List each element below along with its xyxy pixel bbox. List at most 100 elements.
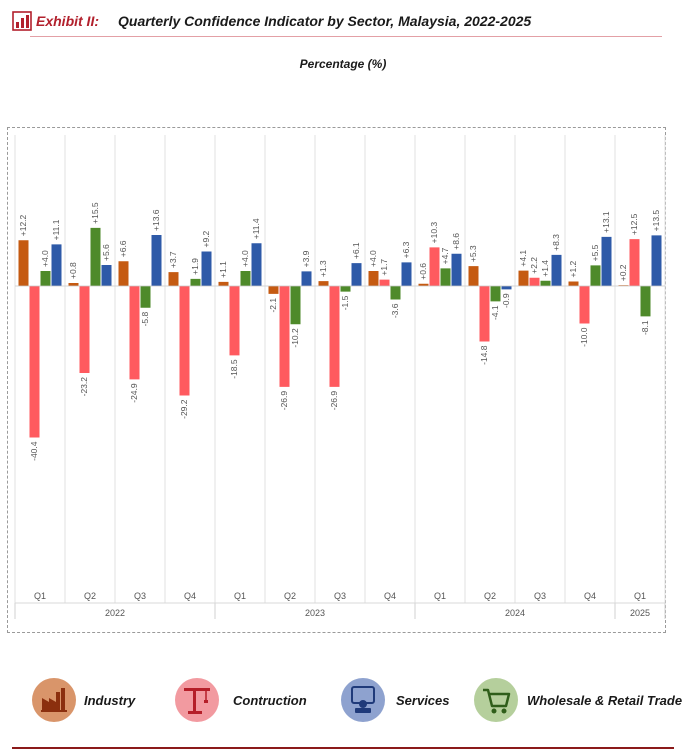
bar-series-4-q13 <box>651 235 662 286</box>
category-tick-label: Q1 <box>634 591 646 601</box>
data-label: -8.1 <box>640 320 650 335</box>
data-label: -10.0 <box>579 327 589 347</box>
data-label: +12.2 <box>18 214 28 236</box>
bar-series-3-q4 <box>190 278 201 286</box>
data-label: +3.9 <box>301 250 311 267</box>
bar-series-3-q11 <box>540 280 551 286</box>
legend-item-construction: Contruction <box>175 678 315 724</box>
data-label: -26.9 <box>279 391 289 411</box>
data-label: -10.2 <box>290 328 300 348</box>
bar-series-4-q10 <box>501 286 512 290</box>
data-label: +11.4 <box>251 218 261 239</box>
bar-series-3-q3 <box>140 286 151 308</box>
bar-series-3-q13 <box>640 286 651 317</box>
bar-series-4-q3 <box>151 235 162 286</box>
bar-series-3-q12 <box>590 265 601 286</box>
data-label: +13.5 <box>651 210 661 232</box>
bar-series-2-q4 <box>179 286 190 396</box>
bar-series-2-q2 <box>79 286 90 373</box>
data-label: -26.9 <box>329 391 339 411</box>
category-tick-label: Q1 <box>434 591 446 601</box>
category-tick-label: Q3 <box>334 591 346 601</box>
year-label: 2024 <box>505 608 525 618</box>
data-label: +5.3 <box>468 245 478 262</box>
data-label: +4.1 <box>518 250 528 267</box>
legend-item-wholesale-retail: Wholesale & Retail Trade <box>474 678 682 724</box>
data-label: +1.7 <box>379 259 389 276</box>
data-label: +0.8 <box>68 262 78 279</box>
legend-label-services: Services <box>396 693 450 708</box>
category-tick-label: Q2 <box>84 591 96 601</box>
year-label: 2025 <box>630 608 650 618</box>
bar-series-2-q1 <box>29 286 40 438</box>
bar-series-3-q8 <box>390 286 401 300</box>
legend-swatch-wholesale-retail <box>474 678 518 722</box>
legend-label-industry: Industry <box>84 693 136 708</box>
bar-series-1-q3 <box>118 261 129 286</box>
bar-series-1-q5 <box>218 281 229 286</box>
bar-series-4-q8 <box>401 262 412 286</box>
bar-series-4-q4 <box>201 251 212 286</box>
category-tick-label: Q4 <box>384 591 396 601</box>
bar-series-2-q9 <box>429 247 440 286</box>
bar-series-2-q12 <box>579 286 590 324</box>
category-tick-label: Q1 <box>34 591 46 601</box>
bar-series-3-q5 <box>240 271 251 286</box>
category-tick-label: Q3 <box>134 591 146 601</box>
legend-swatch-construction <box>175 678 219 722</box>
data-label: -40.4 <box>29 441 39 461</box>
category-tick-label: Q1 <box>234 591 246 601</box>
data-label: +4.7 <box>440 247 450 264</box>
header-divider <box>30 36 662 37</box>
footer-divider <box>12 747 674 749</box>
bar-series-3-q7 <box>340 286 351 292</box>
bar-series-3-q9 <box>440 268 451 286</box>
data-label: -1.5 <box>340 295 350 310</box>
data-label: +13.6 <box>151 209 161 231</box>
factory-icon <box>41 688 67 712</box>
category-tick-label: Q3 <box>534 591 546 601</box>
legend-swatch-industry <box>32 678 76 722</box>
data-label: +1.2 <box>568 260 578 277</box>
data-label: +1.9 <box>190 258 200 275</box>
bar-series-2-q8 <box>379 279 390 286</box>
data-label: +15.5 <box>90 202 100 224</box>
data-label: +4.0 <box>368 250 378 267</box>
legend-label-wholesale-retail: Wholesale & Retail Trade <box>527 693 683 708</box>
chart-title: Quarterly Confidence Indicator by Sector… <box>118 13 532 29</box>
data-label: +1.3 <box>318 260 328 277</box>
shopping-cart-icon <box>483 688 511 714</box>
data-label: +10.3 <box>429 222 439 244</box>
category-tick-label: Q2 <box>484 591 496 601</box>
data-label: +4.0 <box>240 250 250 267</box>
bar-series-3-q1 <box>40 271 51 286</box>
data-label: +4.0 <box>40 250 50 267</box>
data-label: +1.4 <box>540 260 550 277</box>
data-label: -2.1 <box>268 298 278 313</box>
data-label: +13.1 <box>601 211 611 233</box>
bar-series-2-q6 <box>279 286 290 387</box>
data-label: +9.2 <box>201 230 211 247</box>
year-label: 2022 <box>105 608 125 618</box>
bar-series-2-q3 <box>129 286 140 380</box>
data-label: -3.6 <box>390 303 400 318</box>
bar-series-2-q11 <box>529 277 540 286</box>
bar-series-4-q2 <box>101 265 112 286</box>
data-label: +5.5 <box>590 244 600 261</box>
bar-chart: +12.2-40.4+4.0+11.1Q1+0.8-23.2+15.5+5.6Q… <box>14 135 666 619</box>
bar-series-1-q4 <box>168 272 179 286</box>
bar-series-1-q11 <box>518 270 529 286</box>
bar-series-1-q10 <box>468 266 479 286</box>
bar-series-1-q12 <box>568 281 579 286</box>
data-label: +8.3 <box>551 234 561 251</box>
legend-item-industry: Industry <box>32 678 152 724</box>
bar-series-3-q10 <box>490 286 501 302</box>
data-label: -29.2 <box>179 399 189 419</box>
bar-series-4-q7 <box>351 263 362 286</box>
data-label: -14.8 <box>479 345 489 365</box>
chart-subtitle: Percentage (%) <box>299 57 387 71</box>
bar-series-3-q6 <box>290 286 301 325</box>
bar-chart-icon <box>12 11 32 31</box>
bar-series-1-q6 <box>268 286 279 294</box>
crane-icon <box>184 688 210 714</box>
